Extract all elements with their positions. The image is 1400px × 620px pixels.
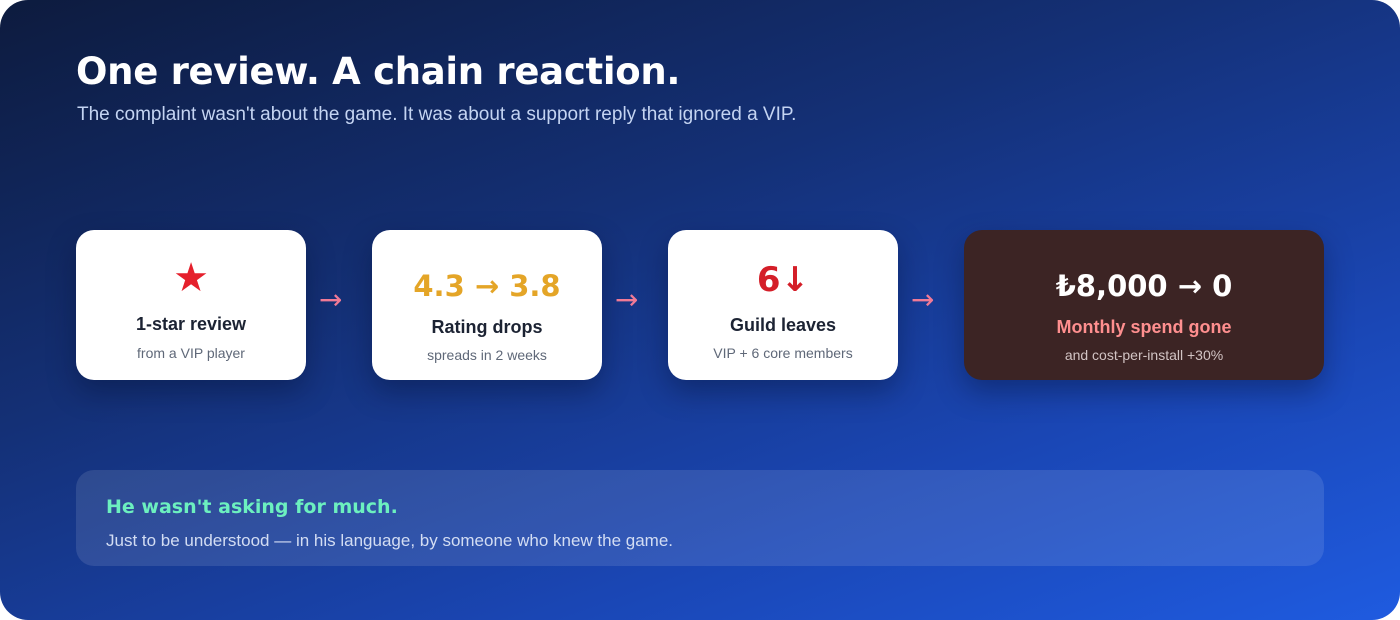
guild-loss-value: 6↓ <box>756 260 810 300</box>
callout-heading: He wasn't asking for much. <box>106 496 398 518</box>
step-card-guild: 6↓ Guild leaves VIP + 6 core members <box>668 230 898 380</box>
step-card-review: ★ 1-star review from a VIP player <box>76 230 306 380</box>
page-subtitle: The complaint wasn't about the game. It … <box>77 104 797 125</box>
step-caption: from a VIP player <box>137 345 245 361</box>
rating-change-value: 4.3 → 3.8 <box>413 269 561 303</box>
arrow-right-icon: → <box>911 283 935 316</box>
step-label: Guild leaves <box>729 315 837 335</box>
callout-box: He wasn't asking for much. Just to be un… <box>76 470 1324 566</box>
step-caption: spreads in 2 weeks <box>427 347 547 363</box>
step-card-spend: ₺8,000 → 0 Monthly spend gone and cost-p… <box>964 230 1324 380</box>
callout-body: Just to be understood — in his language,… <box>106 531 674 550</box>
step-caption: VIP + 6 core members <box>713 345 853 361</box>
page-title: One review. A chain reaction. <box>76 50 681 93</box>
step-label: Monthly spend gone <box>1056 317 1232 337</box>
step-caption: and cost-per-install +30% <box>1064 347 1224 363</box>
step-card-rating: 4.3 → 3.8 Rating drops spreads in 2 week… <box>372 230 602 380</box>
step-label: 1-star review <box>135 314 247 334</box>
star-icon: ★ <box>173 255 209 301</box>
spend-change-value: ₺8,000 → 0 <box>1055 269 1233 303</box>
arrow-right-icon: → <box>615 283 639 316</box>
arrow-right-icon: → <box>319 283 343 316</box>
step-label: Rating drops <box>431 317 543 337</box>
